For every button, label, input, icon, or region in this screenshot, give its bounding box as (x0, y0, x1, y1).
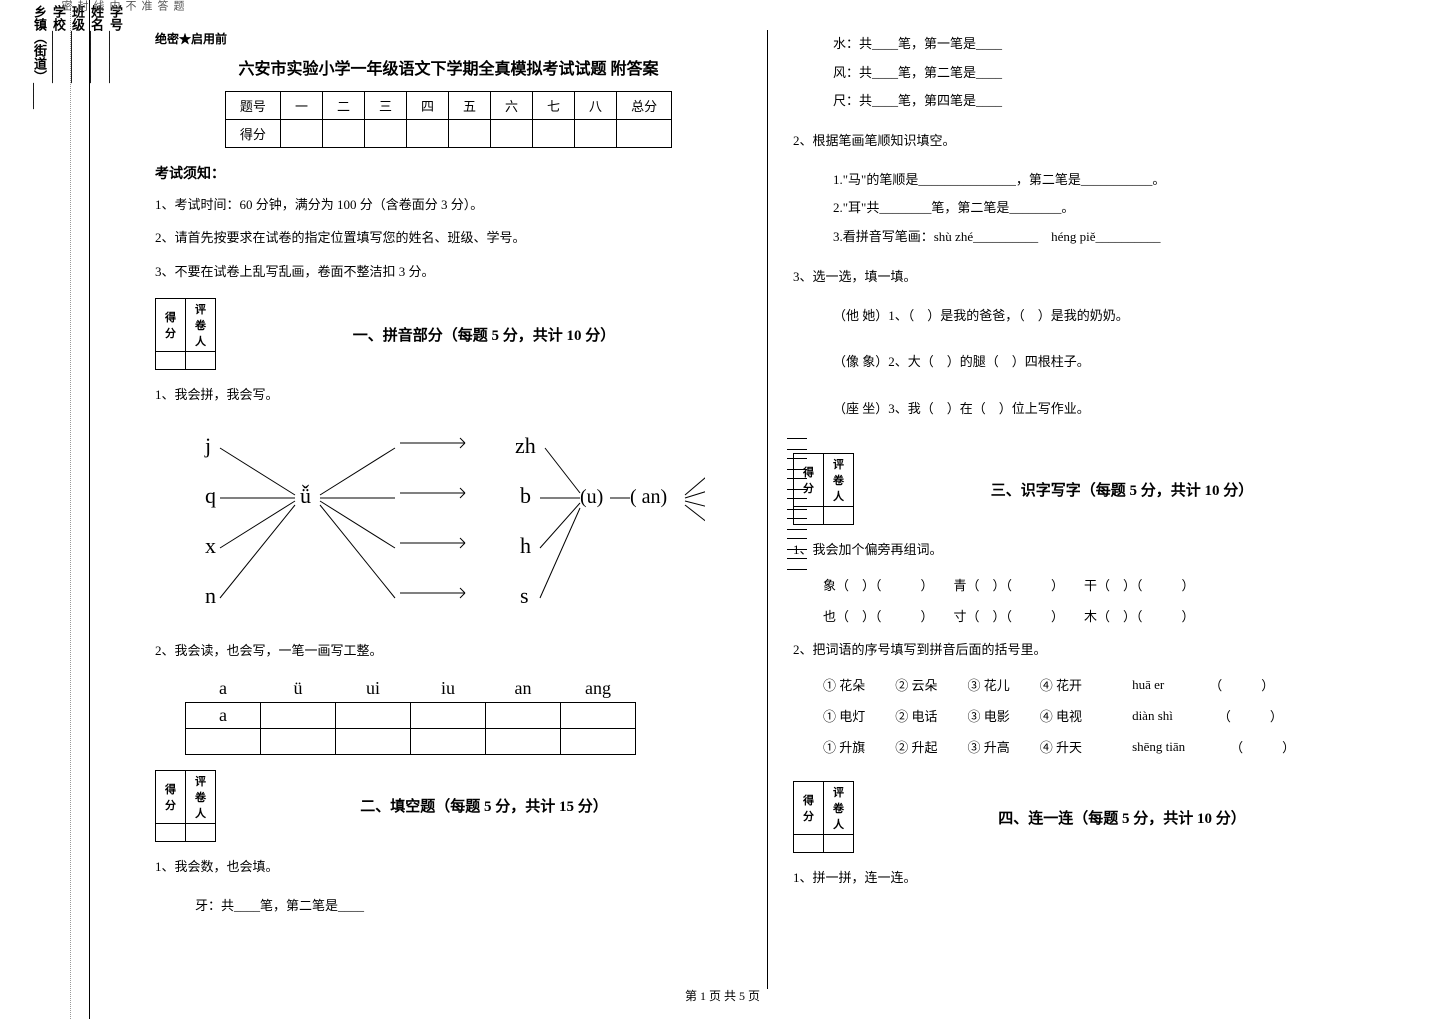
consonant-zh: zh (515, 433, 536, 458)
s2-q1-item: 尺：共____笔，第四笔是____ (833, 87, 1380, 116)
s2-q2-item: 1."马"的笔顺是_______________，第二笔是___________… (833, 166, 1380, 195)
score-table: 题号 一 二 三 四 五 六 七 八 总分 得分 (225, 91, 672, 148)
pinyin-diagram: j q x n ǚ zh (185, 423, 742, 623)
left-column: 绝密★启用前 六安市实验小学一年级语文下学期全真模拟考试试题 附答案 题号 一 … (130, 30, 768, 989)
s2-q1: 1、我会数，也会填。 (155, 854, 742, 880)
section2-title: 二、填空题（每题 5 分，共计 15 分） (226, 795, 742, 816)
s1-q1: 1、我会拼，我会写。 (155, 382, 742, 408)
match-row: ① 花朵 ② 云朵 ③ 花儿 ④ 花开 huā er （ ） (823, 675, 1380, 694)
vowel-u2: (u) (580, 486, 603, 508)
page-footer: 第 1 页 共 5 页 (685, 987, 760, 1004)
section2-header: 得分评卷人 二、填空题（每题 5 分，共计 15 分） (155, 770, 742, 842)
grader-table: 得分评卷人 (793, 781, 854, 853)
s2-q3-item: （座 坐）3、我（ ）在（ ）位上写作业。 (833, 395, 1380, 424)
consonant-h: h (520, 533, 531, 558)
binding-holes-icon (787, 430, 807, 578)
s2-q1-item: 水：共____笔，第一笔是____ (833, 30, 1380, 59)
town-label: 乡镇（街道）____ (30, 0, 49, 1019)
match-row: ① 电灯 ② 电话 ③ 电影 ④ 电视 diàn shì （ ） (823, 706, 1380, 725)
section3-title: 三、识字写字（每题 5 分，共计 10 分） (864, 479, 1380, 500)
radical-row: 象（ ）（ ） 青（ ）（ ） 干（ ）（ ） (823, 575, 1380, 594)
s2-q1-item: 牙：共____笔，第二笔是____ (195, 892, 742, 921)
notice-item: 3、不要在试卷上乱写乱画，卷面不整洁扣 3 分。 (155, 260, 742, 283)
consonant-b: b (520, 483, 531, 508)
s3-q2: 2、把词语的序号填写到拼音后面的括号里。 (793, 637, 1380, 663)
notice-item: 1、考试时间：60 分钟，满分为 100 分（含卷面分 3 分）。 (155, 193, 742, 216)
pinyin-svg: j q x n ǚ zh (185, 423, 705, 623)
grader-table: 得分评卷人 (155, 298, 216, 370)
secret-label: 绝密★启用前 (155, 30, 742, 47)
right-column: 水：共____笔，第一笔是____ 风：共____笔，第二笔是____ 尺：共_… (768, 30, 1405, 989)
s2-q3: 3、选一选，填一填。 (793, 264, 1380, 290)
s2-q2: 2、根据笔画笔顺知识填空。 (793, 128, 1380, 154)
s2-q3-item: （他 她）1、（ ）是我的爸爸，（ ）是我的奶奶。 (833, 302, 1380, 331)
section4-title: 四、连一连（每题 5 分，共计 10 分） (864, 807, 1380, 828)
consonant-n: n (205, 583, 216, 608)
s2-q2-item: 3.看拼音写笔画：shù zhé__________ héng piě_____… (833, 223, 1380, 252)
score-row-label: 得分 (225, 120, 280, 148)
consonant-x: x (205, 533, 216, 558)
score-header: 题号 (225, 92, 280, 120)
s2-q3-item: （像 象）2、大（ ）的腿（ ）四根柱子。 (833, 348, 1380, 377)
consonant-s: s (520, 583, 529, 608)
exam-title: 六安市实验小学一年级语文下学期全真模拟考试试题 附答案 (155, 55, 742, 79)
notice-title: 考试须知： (155, 163, 742, 183)
s1-q2: 2、我会读，也会写，一笔一画写工整。 (155, 638, 742, 664)
s3-q1: 1、我会加个偏旁再组词。 (793, 537, 1380, 563)
consonant-q: q (205, 483, 216, 508)
section3-header: 得分评卷人 三、识字写字（每题 5 分，共计 10 分） (793, 453, 1380, 525)
match-row: ① 升旗 ② 升起 ③ 升高 ④ 升天 shēng tiān （ ） (823, 737, 1380, 756)
s2-q1-item: 风：共____笔，第二笔是____ (833, 59, 1380, 88)
grader-table: 得分评卷人 (155, 770, 216, 842)
radical-row: 也（ ）（ ） 寸（ ）（ ） 木（ ）（ ） (823, 606, 1380, 625)
section4-header: 得分评卷人 四、连一连（每题 5 分，共计 10 分） (793, 781, 1380, 853)
vowel-u: ǚ (300, 483, 311, 508)
section1-title: 一、拼音部分（每题 5 分，共计 10 分） (226, 324, 742, 345)
s2-q2-item: 2."耳"共________笔，第二笔是________。 (833, 194, 1380, 223)
final-an: ( an) (630, 486, 667, 508)
notice-item: 2、请首先按要求在试卷的指定位置填写您的姓名、班级、学号。 (155, 226, 742, 249)
consonant-j: j (204, 433, 211, 458)
section1-header: 得分评卷人 一、拼音部分（每题 5 分，共计 10 分） (155, 298, 742, 370)
writing-table: a ü ui iu an ang a (185, 676, 636, 755)
binding-edge: 学号________ 姓名________ 班级________ 学校_____… (0, 0, 90, 1019)
s4-q1: 1、拼一拼，连一连。 (793, 865, 1380, 891)
